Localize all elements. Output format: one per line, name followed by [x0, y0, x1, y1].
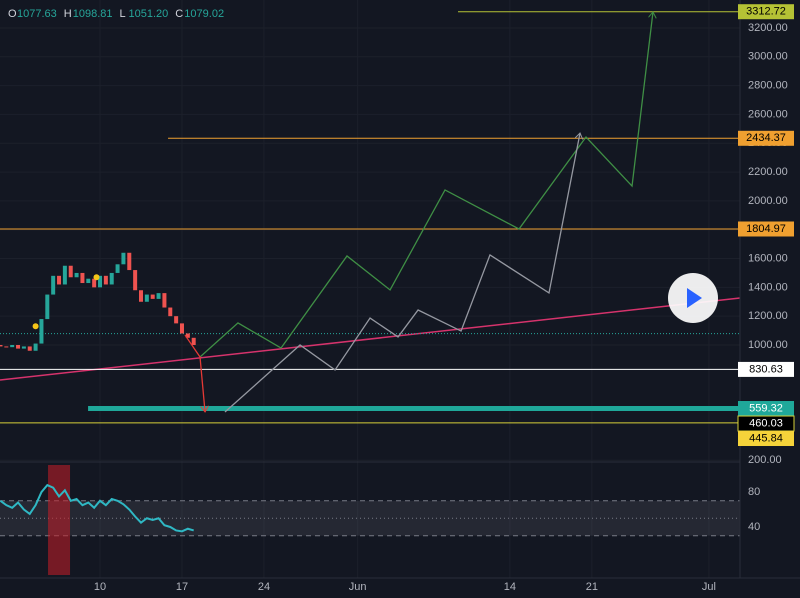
candle-body [98, 275, 103, 288]
level-label-box [738, 361, 794, 377]
candle-body [121, 252, 126, 265]
projection-path [199, 12, 653, 358]
candle-body [156, 293, 161, 299]
candle-body [103, 275, 108, 285]
y-tick-label: 2000.00 [748, 195, 788, 207]
rsi-tick-label: 40 [748, 521, 760, 533]
ohlc-value: 1098.81 [73, 8, 113, 20]
level-label-box [738, 130, 794, 146]
candle-body [133, 270, 138, 291]
candle-body [68, 265, 73, 278]
x-tick-label: Jun [349, 581, 367, 593]
level-label: 559.32 [749, 402, 783, 414]
level-label: 445.84 [749, 432, 783, 444]
y-tick-label: 1400.00 [748, 281, 788, 293]
x-tick-label: 24 [258, 581, 270, 593]
candle-body [179, 323, 184, 334]
candle-body [109, 272, 114, 285]
y-tick-label: 1000.00 [748, 339, 788, 351]
play-button[interactable] [668, 273, 718, 323]
candle-body [62, 265, 67, 285]
y-tick-label: 2200.00 [748, 166, 788, 178]
level-label-box [738, 401, 794, 417]
candle-body [10, 345, 15, 348]
ohlc-key: H [64, 8, 72, 20]
signal-dot [32, 323, 39, 330]
signal-dot [93, 274, 100, 281]
level-label-box [738, 4, 794, 20]
rsi-highlight [48, 465, 71, 575]
projection-path [224, 133, 580, 413]
level-label-box [738, 221, 794, 237]
candle-body [162, 293, 167, 308]
ohlc-key: O [8, 8, 17, 20]
y-tick-label: 2600.00 [748, 108, 788, 120]
level-label: 1804.97 [746, 223, 786, 235]
ohlc-value: 1079.02 [184, 8, 224, 20]
candle-body [74, 272, 79, 278]
candle-body [4, 346, 9, 348]
ohlc-header: O 1077.63 H 1098.81 L 1051.20 C 1079.02 [8, 8, 224, 20]
candle-body [92, 278, 97, 288]
candle-body [80, 272, 85, 284]
level-label: 460.03 [749, 417, 783, 429]
candle-body [185, 333, 190, 338]
candle-body [0, 345, 3, 347]
y-tick-label: 1200.00 [748, 310, 788, 322]
candle-body [127, 252, 132, 271]
candle-body [39, 319, 44, 344]
candle-body [21, 346, 26, 349]
candle-body [27, 346, 32, 351]
x-tick-label: Jul [702, 581, 716, 593]
level-label: 830.63 [749, 363, 783, 375]
y-tick-label: 3000.00 [748, 51, 788, 63]
y-tick-label: 2800.00 [748, 80, 788, 92]
x-tick-label: 17 [176, 581, 188, 593]
candle-body [33, 343, 38, 351]
rsi-line [0, 483, 194, 533]
level-label: 2434.37 [746, 132, 786, 144]
y-tick-label: 200.00 [748, 454, 782, 466]
candle-body [168, 307, 173, 317]
candle-body [144, 294, 149, 302]
candle-body [16, 345, 21, 349]
x-tick-label: 10 [94, 581, 106, 593]
x-tick-label: 21 [586, 581, 598, 593]
play-icon[interactable] [687, 288, 702, 308]
candle-body [86, 278, 91, 284]
ohlc-value: 1077.63 [17, 8, 57, 20]
candle-body [150, 294, 155, 299]
x-tick-label: 14 [504, 581, 516, 593]
candle-body [51, 275, 56, 295]
projection-path [184, 334, 205, 412]
level-label: 3312.72 [746, 6, 786, 18]
y-tick-label: 1600.00 [748, 252, 788, 264]
candle-body [138, 290, 143, 302]
candle-body [45, 294, 50, 320]
y-tick-label: 3200.00 [748, 22, 788, 34]
ohlc-key: L [120, 8, 126, 20]
ohlc-value: 1051.20 [129, 8, 169, 20]
level-label-box [738, 431, 794, 447]
candle-body [191, 337, 196, 345]
ohlc-key: C [175, 8, 183, 20]
candle-body [174, 316, 179, 324]
trendline [0, 297, 741, 381]
candle-body [57, 275, 62, 285]
candle-body [115, 264, 120, 273]
rsi-tick-label: 80 [748, 486, 760, 498]
